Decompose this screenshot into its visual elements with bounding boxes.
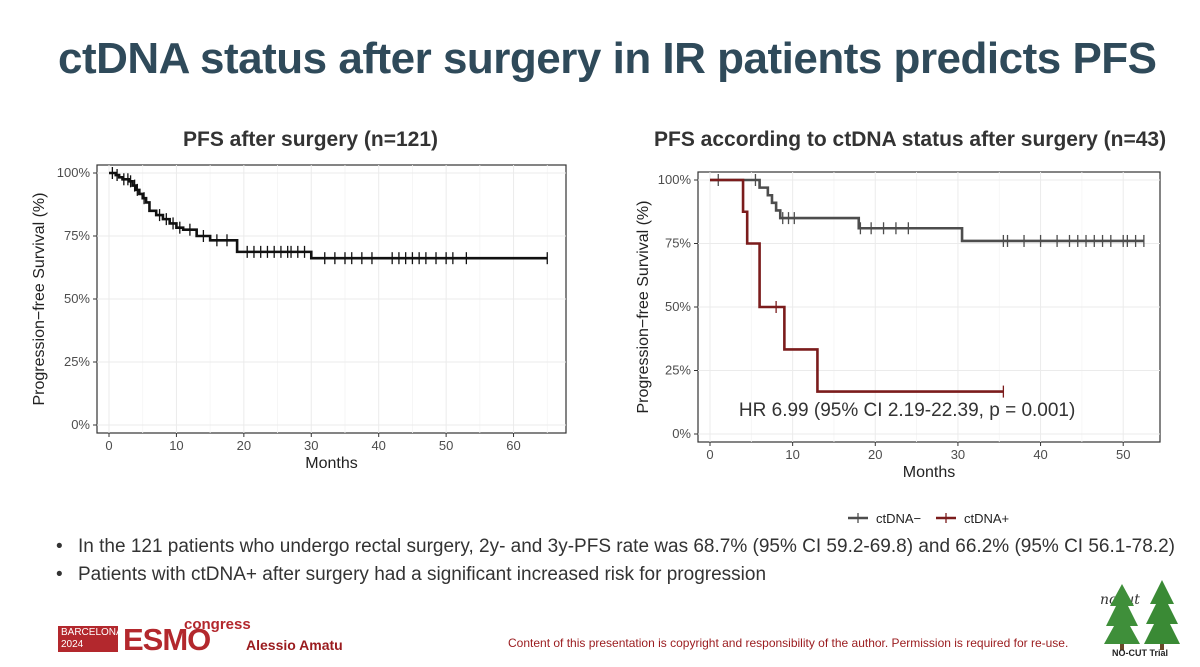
bullet-item: • Patients with ctDNA+ after surgery had … (56, 564, 767, 585)
esmo-logo: ESMO (123, 622, 211, 657)
y-tick-label: 100% (658, 172, 692, 187)
x-tick-label: 50 (1116, 447, 1130, 462)
y-tick-label: 75% (64, 228, 90, 243)
km-curve-ctDNA+ (710, 178, 1004, 393)
x-tick-label: 0 (105, 438, 112, 453)
chart2-title: PFS according to ctDNA status after surg… (654, 128, 1167, 151)
y-axis-label: Progression−free Survival (%) (635, 201, 652, 414)
x-tick-label: 20 (868, 447, 882, 462)
x-tick-label: 50 (439, 438, 453, 453)
y-tick-label: 25% (665, 363, 691, 378)
esmo-city: BARCELONA (61, 627, 123, 638)
copyright-notice: Content of this presentation is copyrigh… (508, 636, 1069, 650)
nocut-trial-label: NO-CUT Trial (1112, 648, 1169, 658)
x-axis-label: Months (903, 464, 955, 481)
y-tick-label: 100% (57, 165, 91, 180)
tree-icon (1104, 584, 1140, 644)
y-tick-label: 50% (64, 291, 90, 306)
chart1-title: PFS after surgery (n=121) (183, 128, 439, 151)
slide-title: ctDNA status after surgery in IR patient… (58, 34, 1157, 83)
y-tick-label: 0% (672, 426, 691, 441)
bullet-text: In the 121 patients who undergo rectal s… (78, 536, 1175, 557)
y-tick-label: 50% (665, 299, 691, 314)
trunk (1160, 644, 1164, 650)
author-name: Alessio Amatu (246, 637, 343, 653)
bullet-text: Patients with ctDNA+ after surgery had a… (78, 564, 767, 585)
esmo-congress: congress (184, 616, 251, 633)
esmo-year: 2024 (61, 639, 84, 650)
km-curve-ctDNA− (710, 178, 1144, 243)
y-axis-label: Progression−free Survival (%) (31, 193, 48, 406)
legend-label: ctDNA+ (964, 511, 1009, 526)
trunk (1120, 644, 1124, 650)
x-tick-label: 30 (951, 447, 965, 462)
x-tick-label: 0 (706, 447, 713, 462)
x-tick-label: 40 (371, 438, 385, 453)
esmo-city-badge: BARCELONA 2024 (58, 626, 123, 652)
x-tick-label: 10 (169, 438, 183, 453)
x-tick-label: 40 (1033, 447, 1047, 462)
x-tick-label: 60 (506, 438, 520, 453)
x-tick-label: 20 (237, 438, 251, 453)
tree-icon (1144, 580, 1180, 644)
x-tick-label: 30 (304, 438, 318, 453)
y-tick-label: 0% (71, 417, 90, 432)
hr-annotation: HR 6.99 (95% CI 2.19-22.39, p = 0.001) (739, 400, 1075, 421)
bullet-item: • In the 121 patients who undergo rectal … (56, 536, 1175, 557)
nocut-trial-logo: nocut (1100, 580, 1180, 650)
bullet-list: • In the 121 patients who undergo rectal … (56, 536, 1175, 592)
x-axis-label: Months (305, 455, 357, 472)
y-tick-label: 75% (665, 236, 691, 251)
x-tick-label: 10 (785, 447, 799, 462)
legend-label: ctDNA− (876, 511, 921, 526)
y-tick-label: 25% (64, 354, 90, 369)
